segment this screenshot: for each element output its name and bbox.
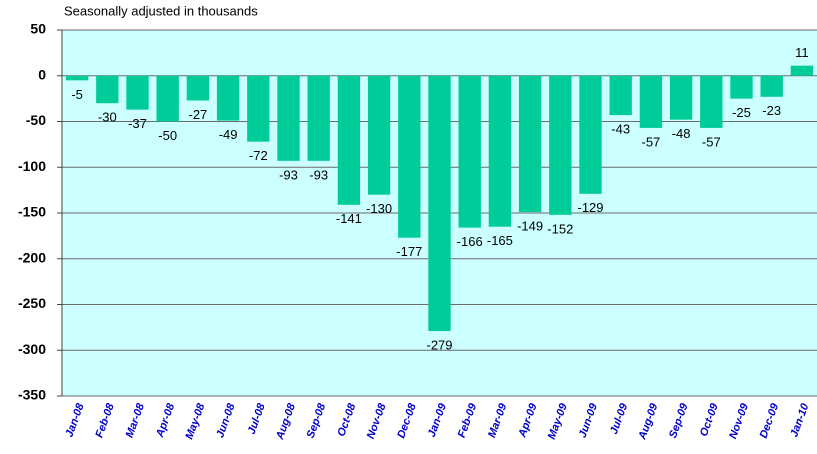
x-tick-label: May-09 (546, 401, 570, 441)
x-tick-label: Mar-09 (486, 401, 510, 439)
data-label: -166 (457, 234, 483, 249)
data-label: -48 (672, 126, 691, 141)
data-label: -5 (71, 87, 83, 102)
data-label: -30 (98, 110, 117, 125)
x-tick-label: Jan-09 (426, 401, 449, 439)
x-tick-label: Dec-08 (395, 401, 419, 440)
y-tick-label: -300 (18, 341, 46, 357)
bar (65, 75, 89, 81)
x-tick-label: Jan-08 (63, 401, 86, 439)
x-tick-label: Oct-08 (335, 401, 358, 438)
data-label: -279 (426, 337, 452, 352)
y-tick-label: -350 (18, 387, 46, 403)
data-label: -149 (517, 219, 543, 234)
x-tick-label: Jun-09 (577, 401, 601, 439)
x-tick-label: Feb-09 (456, 401, 480, 439)
data-label: -165 (487, 233, 513, 248)
bar (700, 75, 723, 128)
y-tick-label: 0 (38, 66, 46, 82)
data-label: -177 (396, 244, 422, 259)
x-tick-label: Jul-08 (246, 401, 268, 436)
bar (156, 75, 179, 122)
y-tick-label: -200 (18, 249, 46, 265)
x-tick-label: Jan-10 (788, 401, 811, 439)
x-tick-label: Apr-08 (154, 401, 178, 440)
x-tick-label: Aug-09 (636, 401, 661, 442)
y-tick-label: -150 (18, 204, 46, 220)
bar (609, 75, 632, 116)
bar (579, 75, 602, 194)
bar (216, 75, 240, 121)
bar (247, 75, 270, 142)
x-tick-label: Oct-09 (698, 401, 721, 438)
bar (398, 75, 421, 238)
y-tick-label: -50 (26, 112, 46, 128)
data-label: -72 (249, 148, 268, 163)
x-tick-label: Aug-08 (274, 401, 299, 442)
data-label: -141 (336, 211, 362, 226)
chart-subtitle: Seasonally adjusted in thousands (64, 3, 258, 18)
bar (549, 75, 572, 215)
bar (458, 75, 481, 228)
x-tick-label: Feb-08 (93, 401, 117, 439)
data-label: -129 (577, 200, 603, 215)
data-label: -93 (309, 167, 328, 182)
bar (730, 75, 753, 99)
bar (96, 75, 119, 104)
data-label: -27 (189, 107, 208, 122)
data-label: -57 (702, 134, 721, 149)
x-tick-label: May-08 (183, 401, 207, 441)
data-label: -152 (547, 221, 573, 236)
bar (488, 75, 512, 227)
x-tick-label: Mar-08 (124, 401, 148, 439)
bar (639, 75, 663, 128)
bar (518, 75, 542, 213)
y-tick-label: -250 (18, 295, 46, 311)
data-label: -43 (611, 122, 630, 137)
data-label: -49 (219, 127, 238, 142)
x-tick-label: Nov-08 (365, 401, 389, 440)
data-label: -25 (732, 105, 751, 120)
x-tick-label: Dec-09 (758, 401, 782, 440)
y-tick-label: 50 (30, 21, 46, 37)
bar (186, 75, 210, 101)
bar (337, 75, 361, 205)
data-label: -50 (158, 128, 177, 143)
x-tick-label: Jun-08 (214, 401, 238, 439)
data-label: -93 (279, 167, 298, 182)
x-tick-label: Nov-09 (727, 401, 751, 440)
bar (367, 75, 391, 195)
bar (760, 75, 783, 97)
data-label: -37 (128, 116, 147, 131)
data-label: -130 (366, 201, 392, 216)
bar (669, 75, 693, 120)
bar (790, 65, 814, 76)
bar (126, 75, 149, 110)
x-tick-label: Sep-09 (667, 401, 691, 440)
data-label: -57 (642, 134, 661, 149)
x-tick-label: Jul-09 (608, 401, 630, 436)
y-tick-label: -100 (18, 158, 46, 174)
data-label: -23 (762, 103, 781, 118)
bar (277, 75, 300, 161)
x-tick-label: Sep-08 (305, 401, 329, 440)
x-tick-label: Apr-09 (516, 401, 540, 440)
bar (307, 75, 330, 161)
data-label: 11 (795, 45, 809, 60)
bar (428, 75, 451, 332)
